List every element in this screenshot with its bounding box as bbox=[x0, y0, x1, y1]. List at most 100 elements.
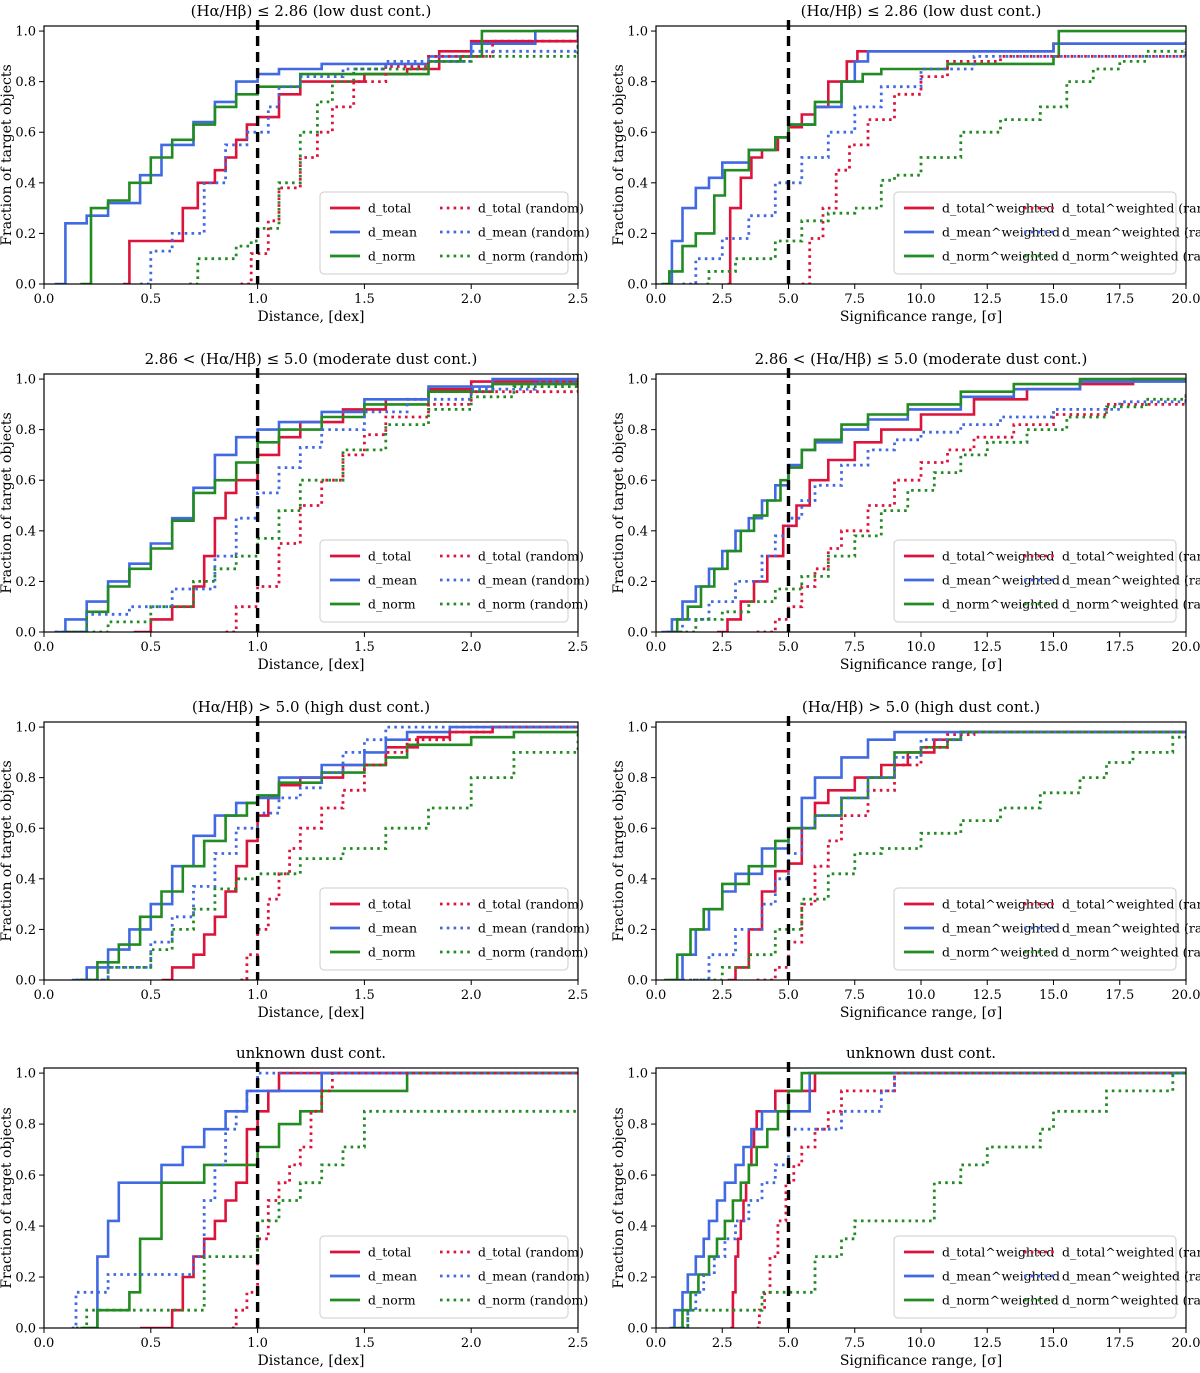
legend-frame bbox=[893, 539, 1177, 623]
legend-frame bbox=[319, 191, 569, 275]
series-mean bbox=[86, 1071, 578, 1328]
x-tick-label: 1.5 bbox=[354, 1336, 375, 1351]
legend-frame bbox=[893, 887, 1177, 971]
legend-frame bbox=[319, 887, 569, 971]
x-tick-label: 12.5 bbox=[973, 1336, 1002, 1351]
y-tick-label: 0.6 bbox=[627, 822, 648, 837]
panel-title: 2.86 < (Hα/Hβ) ≤ 5.0 (moderate dust cont… bbox=[145, 350, 478, 368]
series-norm-random bbox=[682, 1071, 1186, 1328]
legend-label: d_mean^weighted (random) bbox=[1062, 921, 1200, 936]
y-tick-label: 0.4 bbox=[15, 872, 36, 887]
y-tick-label: 0.8 bbox=[627, 771, 648, 786]
x-tick-label: 5.0 bbox=[778, 640, 799, 655]
x-tick-label: 2.0 bbox=[461, 988, 482, 1003]
panel-5: 0.0 0.5 1.0 1.5 2.0 2.5 0.0 0.2 0.4 0.6 0.8 1.0 (Hα/… bbox=[0, 698, 590, 1021]
x-tick-label: 20.0 bbox=[1172, 1336, 1200, 1351]
legend-label: d_total (random) bbox=[478, 897, 584, 912]
legend-label: d_total^weighted (random) bbox=[1062, 549, 1200, 564]
legend-label: d_norm (random) bbox=[478, 597, 588, 612]
legend-label: d_norm (random) bbox=[478, 249, 588, 264]
x-tick-label: 0.0 bbox=[34, 1336, 55, 1351]
legend-label: d_mean bbox=[368, 1269, 417, 1284]
series-norm-random bbox=[671, 391, 1186, 632]
y-tick-label: 1.0 bbox=[627, 373, 648, 388]
series-mean-random bbox=[682, 51, 1186, 284]
legend-label: d_total^weighted (random) bbox=[1062, 1245, 1200, 1260]
legend-label: d_total^weighted bbox=[942, 897, 1054, 912]
y-axis-label: Fraction of target objects bbox=[0, 760, 15, 941]
y-tick-label: 1.0 bbox=[15, 721, 36, 736]
legend-label: d_mean^weighted bbox=[942, 1269, 1060, 1284]
x-axis-label: Distance, [dex] bbox=[258, 657, 365, 673]
y-tick-label: 1.0 bbox=[15, 25, 36, 40]
series-norm-random bbox=[693, 734, 1186, 980]
panel-title: (Hα/Hβ) > 5.0 (high dust cont.) bbox=[192, 698, 430, 716]
legend-frame bbox=[319, 539, 569, 623]
series-group bbox=[54, 29, 578, 284]
legend-label: d_total^weighted (random) bbox=[1062, 201, 1200, 216]
series-norm bbox=[80, 29, 578, 284]
y-tick-label: 0.0 bbox=[15, 278, 36, 293]
series-norm bbox=[666, 377, 1186, 632]
legend-label: d_norm bbox=[368, 597, 416, 612]
legend-label: d_mean bbox=[368, 573, 417, 588]
x-tick-label: 7.5 bbox=[844, 640, 865, 655]
legend-label: d_total^weighted bbox=[942, 1245, 1054, 1260]
y-tick-label: 1.0 bbox=[627, 25, 648, 40]
x-tick-label: 2.5 bbox=[712, 292, 733, 307]
series-total-random bbox=[756, 394, 1186, 632]
series-mean-random bbox=[679, 1071, 1186, 1328]
legend-label: d_mean^weighted bbox=[942, 921, 1060, 936]
x-tick-label: 15.0 bbox=[1039, 640, 1068, 655]
y-axis-label: Fraction of target objects bbox=[611, 64, 627, 245]
x-tick-label: 1.5 bbox=[354, 640, 375, 655]
x-tick-label: 1.5 bbox=[354, 292, 375, 307]
legend-label: d_total bbox=[368, 549, 411, 564]
legend: d_total d_mean d_norm d_total (random) d_mea… bbox=[319, 539, 590, 623]
series-group bbox=[71, 725, 578, 980]
series-norm bbox=[661, 29, 1186, 284]
y-tick-label: 0.0 bbox=[15, 974, 36, 989]
x-axis-label: Distance, [dex] bbox=[258, 309, 365, 325]
y-tick-label: 0.4 bbox=[627, 176, 648, 191]
legend-frame bbox=[893, 191, 1177, 275]
y-tick-label: 0.0 bbox=[15, 1322, 36, 1337]
x-tick-label: 0.5 bbox=[140, 988, 161, 1003]
series-group bbox=[661, 29, 1186, 284]
legend-frame bbox=[319, 1235, 569, 1319]
x-tick-label: 7.5 bbox=[844, 988, 865, 1003]
axes-frame bbox=[43, 373, 579, 633]
y-tick-label: 0.6 bbox=[627, 126, 648, 141]
y-tick-label: 0.2 bbox=[627, 575, 648, 590]
x-tick-label: 17.5 bbox=[1105, 292, 1134, 307]
x-tick-label: 15.0 bbox=[1039, 1336, 1068, 1351]
series-group bbox=[71, 1071, 578, 1328]
x-tick-label: 20.0 bbox=[1172, 988, 1200, 1003]
y-tick-label: 0.0 bbox=[627, 974, 648, 989]
x-tick-label: 0.5 bbox=[140, 640, 161, 655]
panel-title: unknown dust cont. bbox=[236, 1044, 386, 1062]
y-tick-label: 0.6 bbox=[15, 822, 36, 837]
legend-label: d_norm (random) bbox=[478, 945, 588, 960]
legend-label: d_mean^weighted (random) bbox=[1062, 573, 1200, 588]
series-norm-random bbox=[80, 732, 578, 980]
panel-1: 0.0 0.5 1.0 1.5 2.0 2.5 0.0 0.2 0.4 0.6 0.8 1.0 (Hα/… bbox=[0, 2, 590, 325]
legend-label: d_mean (random) bbox=[478, 1269, 590, 1284]
y-tick-label: 0.8 bbox=[627, 1118, 648, 1133]
legend: d_total d_mean d_norm d_total (random) d_mea… bbox=[319, 1235, 590, 1319]
legend-label: d_total (random) bbox=[478, 1245, 584, 1260]
legend-label: d_total bbox=[368, 1245, 411, 1260]
y-tick-label: 0.2 bbox=[15, 923, 36, 938]
legend-label: d_norm bbox=[368, 945, 416, 960]
panel-title: (Hα/Hβ) > 5.0 (high dust cont.) bbox=[802, 698, 1040, 716]
x-tick-label: 2.5 bbox=[568, 292, 589, 307]
x-tick-label: 0.5 bbox=[140, 1336, 161, 1351]
y-tick-label: 0.6 bbox=[15, 126, 36, 141]
legend-label: d_total^weighted (random) bbox=[1062, 897, 1200, 912]
y-tick-label: 1.0 bbox=[15, 373, 36, 388]
x-tick-label: 15.0 bbox=[1039, 292, 1068, 307]
x-tick-label: 2.0 bbox=[461, 292, 482, 307]
x-axis-label: Significance range, [σ] bbox=[840, 1005, 1002, 1021]
legend-label: d_mean^weighted (random) bbox=[1062, 1269, 1200, 1284]
y-tick-label: 0.0 bbox=[627, 1322, 648, 1337]
